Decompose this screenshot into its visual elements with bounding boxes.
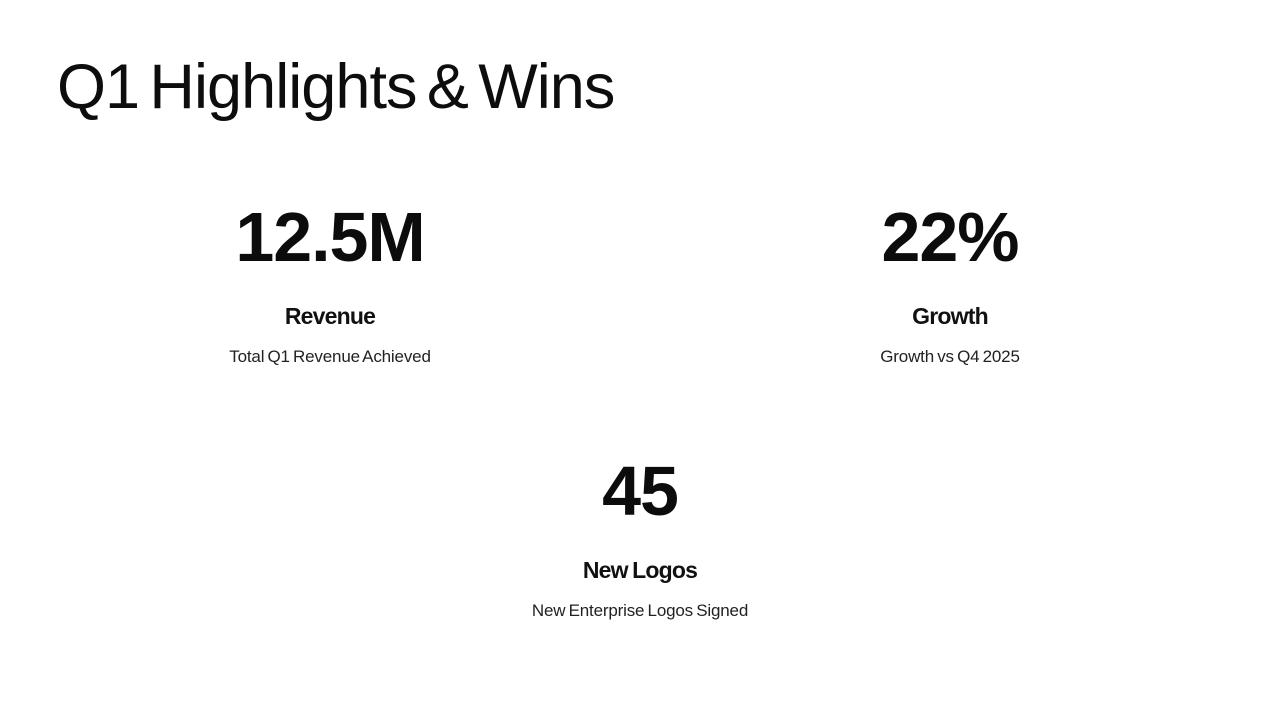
stat-value-revenue: 12.5M (235, 198, 425, 276)
slide-title: Q1 Highlights & Wins (57, 52, 615, 122)
stat-label-new-logos: New Logos (582, 557, 698, 583)
stat-label-growth: Growth (912, 303, 988, 329)
stat-value-growth: 22% (881, 198, 1020, 276)
stat-block-growth: 22% Growth Growth vs Q4 2025 (650, 202, 1250, 365)
stat-description-growth: Growth vs Q4 2025 (880, 347, 1020, 366)
stat-block-new-logos: 45 New Logos New Enterprise Logos Signed (340, 456, 940, 619)
stat-label-revenue: Revenue (284, 303, 376, 329)
stat-value-new-logos: 45 (602, 452, 679, 530)
stat-block-revenue: 12.5M Revenue Total Q1 Revenue Achieved (30, 202, 630, 365)
stat-description-revenue: Total Q1 Revenue Achieved (229, 347, 431, 366)
stat-description-new-logos: New Enterprise Logos Signed (531, 601, 749, 620)
